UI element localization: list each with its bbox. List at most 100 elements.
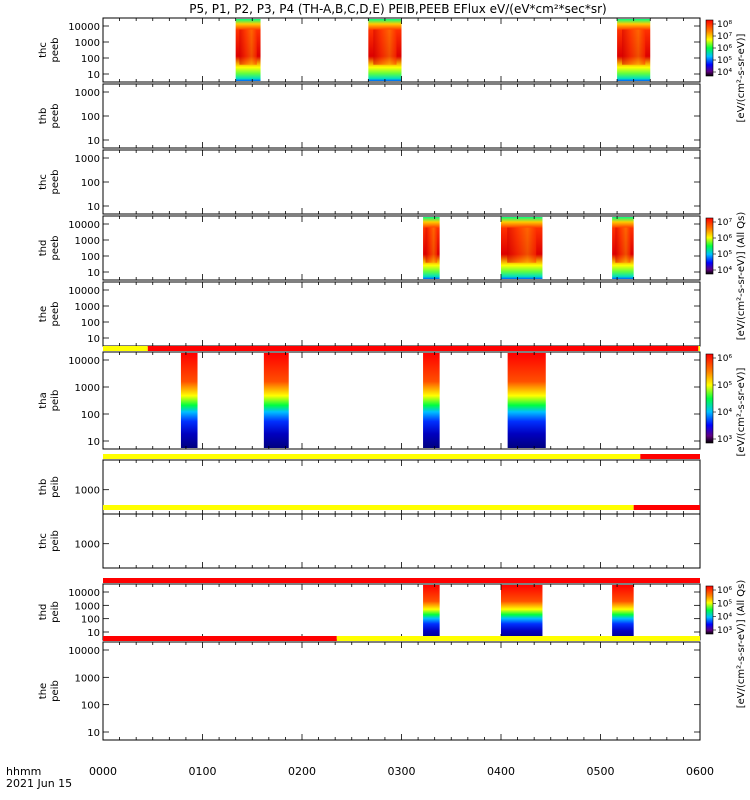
spectrogram-core — [615, 227, 631, 263]
time-axis-hhmm-label: hhmm — [6, 765, 41, 778]
colorbar-tick-label: 10⁶ — [717, 234, 732, 244]
y-tick-label: 100 — [81, 410, 100, 421]
time-tick-0300: 0300 — [388, 765, 416, 778]
panel-probe-label: the — [38, 306, 49, 322]
mode-bar-segment-red — [633, 505, 700, 510]
panel-thc-peeb: 10 100 1000 10000 thc peeb 10⁸ 10⁷ 10⁶ 10⁵ 10⁴ [eV/… — [38, 17, 747, 122]
y-tick-label: 100 — [81, 112, 100, 123]
colorbar-tick-label: 10⁴ — [717, 613, 732, 623]
spectrogram-block — [263, 353, 289, 448]
spectrogram-block — [612, 585, 634, 639]
y-tick-label: 10000 — [68, 588, 100, 599]
mode-bar-segment-yellow — [103, 454, 641, 459]
spectrogram-core — [622, 29, 646, 65]
y-tick-label: 10000 — [68, 220, 100, 231]
panel-instrument-label: peib — [50, 601, 61, 623]
panel-probe-label: thb — [38, 108, 49, 125]
y-tick-label: 1000 — [75, 236, 100, 247]
y-tick-label: 10 — [87, 202, 100, 213]
y-tick-label: 10 — [87, 628, 100, 639]
spectrogram-core — [507, 227, 537, 263]
colorbar-tick-label: 10⁷ — [717, 218, 732, 228]
mode-bar-segment-red — [103, 578, 700, 583]
panel-instrument-label: peeb — [50, 302, 61, 327]
panel-the-peib: 10 100 1000 10000 the peib — [38, 641, 701, 741]
y-tick-label: 100 — [81, 252, 100, 263]
colorbar-label: [eV/(cm²-s-sr-eV)] — [736, 33, 747, 122]
spectrogram-block — [507, 353, 546, 448]
colorbar-tick-label: 10⁵ — [717, 56, 732, 66]
y-tick-label: 1000 — [75, 601, 100, 612]
time-axis: 0000 0100 0200 0300 0400 0500 0600 hhmm … — [6, 765, 714, 790]
panel-instrument-label: peib — [50, 680, 61, 702]
y-tick-label: 100 — [81, 54, 100, 65]
time-tick-0100: 0100 — [189, 765, 217, 778]
spectrogram-core — [239, 29, 257, 65]
y-tick-label: 10000 — [68, 286, 100, 297]
panel-the-peeb: 10 100 1000 10000 the peeb — [38, 281, 701, 347]
mode-bar — [103, 454, 700, 459]
panel-probe-label: thd — [38, 604, 49, 621]
mode-bar — [103, 636, 700, 641]
panel-probe-label: the — [38, 683, 49, 699]
colorbar-tick-label: 10⁴ — [717, 408, 732, 418]
panel-instrument-label: peib — [50, 530, 61, 552]
panel-thc-peeb: 10 100 1000 thc peeb — [38, 149, 701, 215]
panel-instrument-label: peeb — [50, 236, 61, 261]
y-tick-label: 10000 — [68, 22, 100, 33]
mode-bar — [103, 346, 700, 351]
mode-bar — [103, 505, 700, 510]
panel-instrument-label: peeb — [50, 104, 61, 129]
mode-bar-segment-red — [640, 454, 700, 459]
spectrogram-block — [501, 585, 543, 639]
colorbar-tick-label: 10⁶ — [717, 586, 732, 596]
y-tick-label: 1000 — [75, 540, 100, 551]
panel-probe-label: thd — [38, 240, 49, 257]
y-tick-label: 100 — [81, 701, 100, 712]
spectrogram-core — [425, 227, 438, 263]
y-tick-label: 1000 — [75, 154, 100, 165]
y-tick-label: 10 — [87, 437, 100, 448]
y-tick-label: 10 — [87, 268, 100, 279]
figure-title: P5, P1, P2, P3, P4 (TH-A,B,C,D,E) PEIB,P… — [189, 2, 606, 16]
colorbar-tick-label: 10⁶ — [717, 44, 732, 54]
mode-bar — [103, 578, 700, 583]
panel-instrument-label: peeb — [50, 170, 61, 195]
y-tick-label: 1000 — [75, 383, 100, 394]
colorbar-tick-label: 10⁵ — [717, 250, 732, 260]
panel-probe-label: thc — [38, 42, 49, 58]
spectrogram-block — [423, 585, 440, 639]
y-tick-label: 10 — [87, 70, 100, 81]
panel-thb-peeb: 10 100 1000 thb peeb — [38, 83, 701, 149]
panel-frame — [102, 513, 701, 569]
panel-frame — [102, 583, 701, 641]
colorbar-tick-label: 10⁵ — [717, 599, 732, 609]
colorbar-label: [eV/(cm²-s-sr-eV)] (All Qs) — [736, 580, 747, 709]
colorbar-tick-label: 10⁵ — [717, 381, 732, 391]
y-tick-label: 1000 — [75, 673, 100, 684]
y-tick-label: 10 — [87, 136, 100, 147]
mode-bar-segment-red — [103, 636, 337, 641]
panel-frame — [102, 83, 701, 149]
mode-bar-segment-yellow — [103, 505, 634, 510]
colorbar-tick-label: 10³ — [717, 626, 732, 636]
time-tick-0200: 0200 — [288, 765, 316, 778]
time-tick-0400: 0400 — [487, 765, 515, 778]
colorbar-tick-label: 10⁴ — [717, 266, 732, 276]
panel-frame — [102, 281, 701, 347]
y-tick-label: 1000 — [75, 302, 100, 313]
panel-probe-label: thb — [38, 479, 49, 496]
colorbar-tick-label: 10⁷ — [717, 32, 732, 42]
panel-frame — [102, 149, 701, 215]
panel-thc-peib: 1000 thc peib — [38, 513, 701, 569]
y-tick-label: 1000 — [75, 486, 100, 497]
colorbar-tick-label: 10³ — [717, 435, 732, 445]
y-tick-label: 1000 — [75, 38, 100, 49]
mode-bar-segment-yellow — [103, 346, 148, 351]
y-tick-label: 10000 — [68, 356, 100, 367]
colorbar-label: [eV/(cm²-s-sr-eV)] (All Qs) — [736, 212, 747, 341]
mode-bar-segment-yellow — [698, 346, 700, 351]
time-tick-0000: 0000 — [89, 765, 117, 778]
